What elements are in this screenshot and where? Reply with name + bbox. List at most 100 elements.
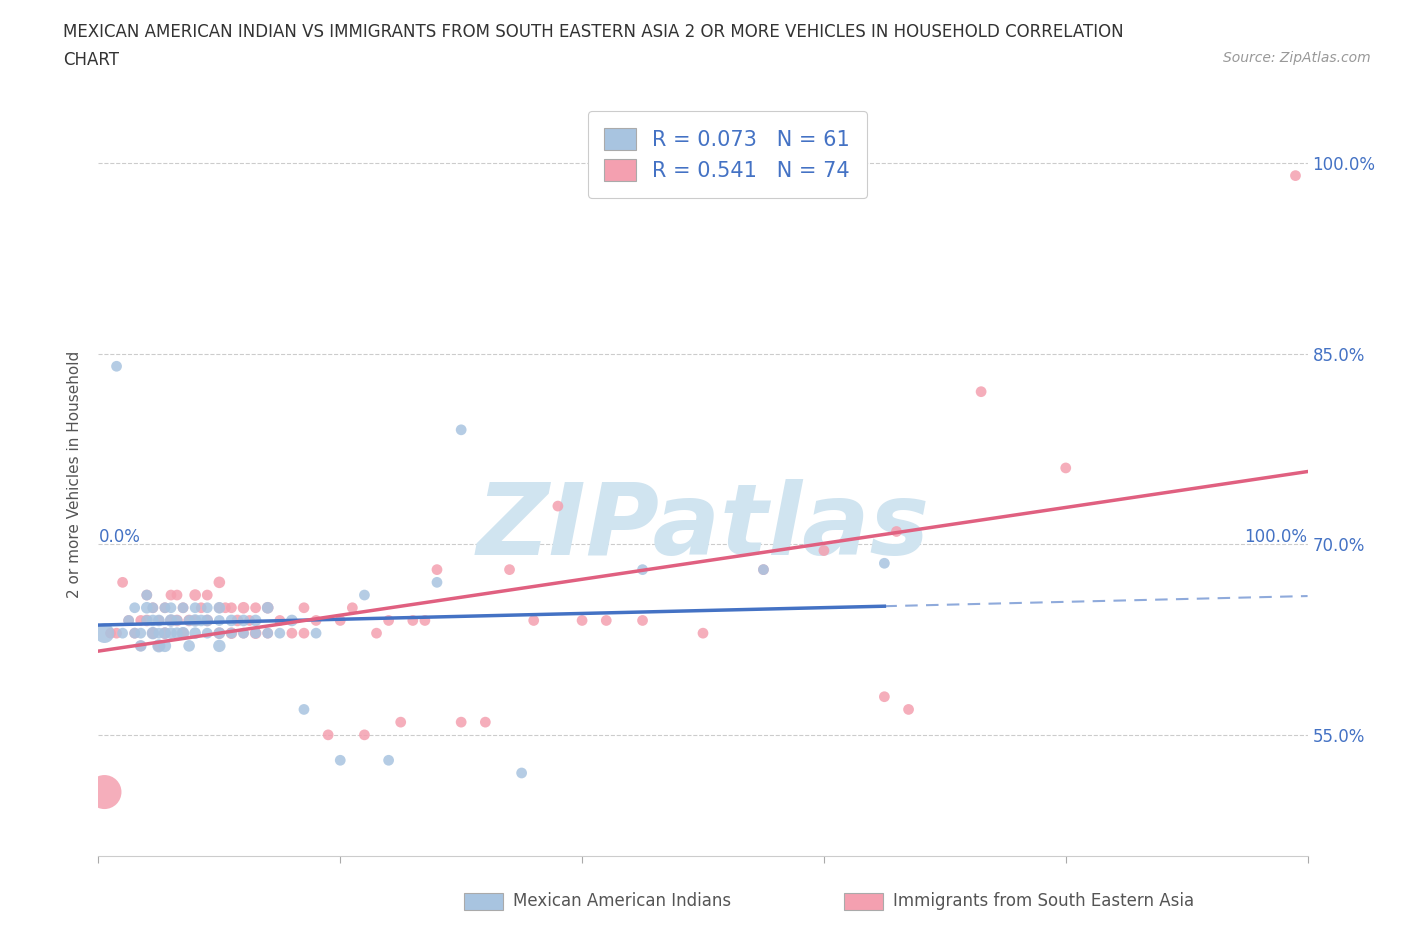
Point xyxy=(142,626,165,641)
Point xyxy=(184,613,207,628)
Point xyxy=(281,613,304,628)
Point xyxy=(105,626,128,641)
Point xyxy=(142,601,165,616)
Legend: R = 0.073   N = 61, R = 0.541   N = 74: R = 0.073 N = 61, R = 0.541 N = 74 xyxy=(588,111,866,198)
Point xyxy=(111,626,134,641)
Point xyxy=(450,714,472,729)
Point xyxy=(166,626,188,641)
Point xyxy=(93,626,115,641)
Point xyxy=(292,601,315,616)
Point xyxy=(166,588,188,603)
Point xyxy=(148,613,170,628)
Point xyxy=(135,613,157,628)
Point xyxy=(153,639,176,654)
Point xyxy=(124,626,146,641)
Point xyxy=(135,588,157,603)
Point xyxy=(245,626,267,641)
Point xyxy=(184,613,207,628)
Point xyxy=(256,601,278,616)
Point xyxy=(135,613,157,628)
Point xyxy=(232,613,254,628)
Point xyxy=(221,613,243,628)
Point xyxy=(148,639,170,654)
Point xyxy=(118,613,141,628)
Point xyxy=(135,588,157,603)
Point xyxy=(305,613,328,628)
Point xyxy=(245,626,267,641)
Point xyxy=(221,626,243,641)
Point xyxy=(160,588,183,603)
Point xyxy=(873,689,896,704)
Point xyxy=(208,626,231,641)
Point xyxy=(208,601,231,616)
Point xyxy=(474,714,496,729)
Point xyxy=(571,613,593,628)
Point xyxy=(208,601,231,616)
Text: CHART: CHART xyxy=(63,51,120,69)
Text: ZIPatlas: ZIPatlas xyxy=(477,479,929,577)
Point xyxy=(129,613,152,628)
Point xyxy=(329,613,352,628)
Point xyxy=(1054,460,1077,475)
Point xyxy=(239,613,262,628)
Point xyxy=(970,384,993,399)
Point xyxy=(190,613,212,628)
Point xyxy=(305,626,328,641)
Point xyxy=(184,601,207,616)
Point xyxy=(105,359,128,374)
Point xyxy=(329,753,352,768)
Point xyxy=(221,626,243,641)
Point xyxy=(281,626,304,641)
Point xyxy=(100,626,122,641)
Point xyxy=(195,588,218,603)
Point xyxy=(886,525,908,539)
Point xyxy=(547,498,569,513)
Point xyxy=(498,562,520,577)
Point xyxy=(221,601,243,616)
Point xyxy=(160,613,183,628)
Point xyxy=(292,626,315,641)
Point xyxy=(631,613,654,628)
Point xyxy=(377,613,399,628)
Point xyxy=(523,613,546,628)
Point xyxy=(897,702,920,717)
Point xyxy=(153,601,176,616)
Point xyxy=(129,639,152,654)
Point xyxy=(450,422,472,437)
Point xyxy=(129,639,152,654)
Text: MEXICAN AMERICAN INDIAN VS IMMIGRANTS FROM SOUTH EASTERN ASIA 2 OR MORE VEHICLES: MEXICAN AMERICAN INDIAN VS IMMIGRANTS FR… xyxy=(63,23,1123,41)
Point xyxy=(166,613,188,628)
Point xyxy=(214,601,236,616)
Point xyxy=(377,753,399,768)
Point xyxy=(595,613,617,628)
Point xyxy=(195,601,218,616)
Point xyxy=(129,626,152,641)
Point xyxy=(752,562,775,577)
Point xyxy=(179,639,201,654)
Point xyxy=(232,626,254,641)
Point xyxy=(256,626,278,641)
Point xyxy=(118,613,141,628)
Point xyxy=(195,626,218,641)
Point xyxy=(172,626,194,641)
Point xyxy=(172,601,194,616)
Text: Mexican American Indians: Mexican American Indians xyxy=(513,892,731,910)
Point xyxy=(142,626,165,641)
Point xyxy=(256,626,278,641)
Point xyxy=(269,626,291,641)
Point xyxy=(153,626,176,641)
Point xyxy=(245,601,267,616)
Point xyxy=(208,575,231,590)
Point xyxy=(692,626,714,641)
Point xyxy=(232,626,254,641)
Point xyxy=(160,626,183,641)
Point xyxy=(124,601,146,616)
Point xyxy=(389,714,412,729)
Point xyxy=(142,613,165,628)
Point xyxy=(148,639,170,654)
Point xyxy=(172,626,194,641)
Point xyxy=(179,613,201,628)
Point xyxy=(426,575,449,590)
Point xyxy=(160,601,183,616)
Point xyxy=(184,588,207,603)
